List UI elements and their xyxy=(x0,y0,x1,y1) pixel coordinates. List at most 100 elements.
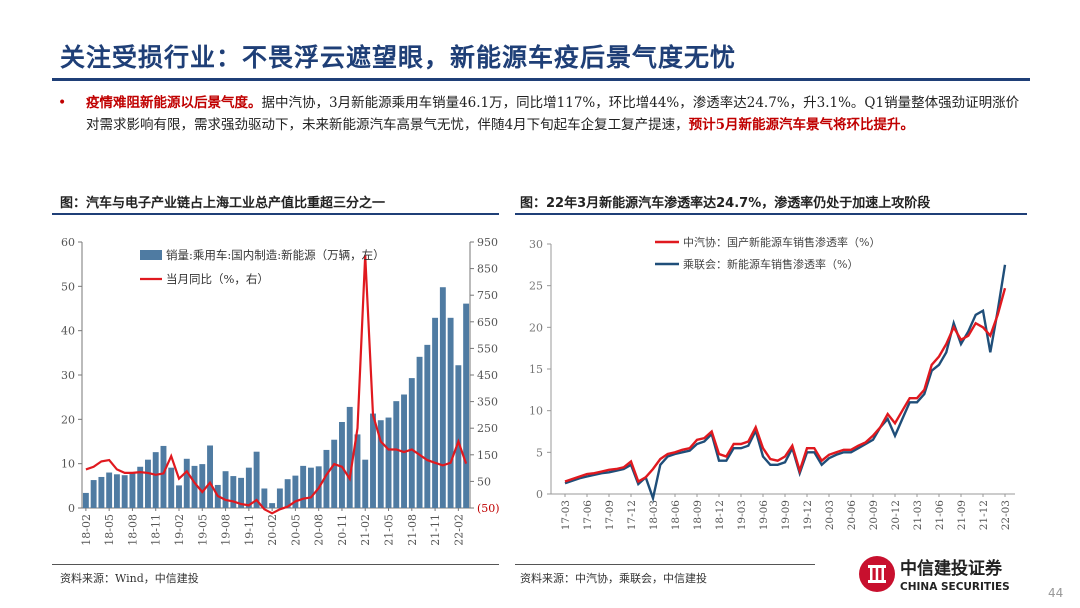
summary-bullet: • 疫情难阻新能源以后景气度。据中汽协，3月新能源乘用车销量46.1万，同比增1… xyxy=(52,92,1022,136)
bar-22-03 xyxy=(463,303,470,508)
x-tick-label: 18-06 xyxy=(670,500,682,531)
company-logo: 中信建投证券 CHINA SECURITIES xyxy=(856,553,1036,595)
x-tick-label: 20-06 xyxy=(846,500,858,531)
bar-21-09 xyxy=(416,356,423,508)
bullet-highlight-1: 疫情难阻新能源以后景气度。 xyxy=(86,95,262,111)
bar-19-01 xyxy=(168,467,175,508)
x-tick-label: 20-09 xyxy=(868,500,880,530)
bar-21-12 xyxy=(439,287,446,508)
y-tick-label: 5 xyxy=(536,446,543,459)
bar-18-11 xyxy=(152,452,159,508)
bullet-text: 疫情难阻新能源以后景气度。据中汽协，3月新能源乘用车销量46.1万，同比增117… xyxy=(86,92,1022,136)
x-tick-label: 21-05 xyxy=(383,514,396,546)
right-y-tick-label: 950 xyxy=(477,236,498,249)
bar-19-08 xyxy=(222,471,229,508)
bar-18-12 xyxy=(160,445,167,508)
left-source-rule xyxy=(52,564,499,565)
x-tick-label: 21-09 xyxy=(956,500,968,530)
right-y-tick-label: 350 xyxy=(477,396,498,409)
title-divider xyxy=(52,78,1030,81)
left-y-tick-label: 10 xyxy=(61,458,75,471)
bar-19-09 xyxy=(230,476,237,508)
left-chart-title: 图：汽车与电子产业链占上海工业总产值比重超三分之一 xyxy=(60,196,386,211)
y-tick-label: 20 xyxy=(529,321,543,334)
logo-en-text: CHINA SECURITIES xyxy=(900,581,1010,593)
bar-18-06 xyxy=(113,474,120,508)
right-source-rule xyxy=(515,564,815,565)
y-tick-label: 25 xyxy=(529,280,543,293)
bar-19-04 xyxy=(191,465,198,508)
left-y-tick-label: 50 xyxy=(61,280,75,293)
x-tick-label: 20-05 xyxy=(289,514,302,546)
x-tick-label: 17-12 xyxy=(626,500,638,530)
right-y-tick-label: 750 xyxy=(477,289,498,302)
page-title: 关注受损行业：不畏浮云遮望眼，新能源车疫后景气度无忧 xyxy=(60,43,737,72)
legend-line-label: 当月同比（%，右） xyxy=(166,272,269,286)
x-tick-label: 18-09 xyxy=(692,500,704,530)
bar-18-04 xyxy=(98,476,105,508)
x-tick-label: 18-08 xyxy=(126,514,139,546)
x-tick-label: 17-06 xyxy=(582,500,594,531)
left-y-tick-label: 60 xyxy=(61,236,75,249)
bar-18-10 xyxy=(145,459,151,508)
bar-20-07 xyxy=(307,467,314,508)
left-chart-source: 资料来源：Wind，中信建投 xyxy=(60,572,199,585)
cpca-penetration-line xyxy=(564,264,1007,503)
x-tick-label: 18-11 xyxy=(150,514,163,546)
bar-21-03 xyxy=(370,413,376,508)
bar-20-04 xyxy=(284,479,291,508)
bar-20-11 xyxy=(339,421,345,508)
left-chart-rule xyxy=(52,213,499,215)
bar-19-12 xyxy=(253,451,260,508)
bar-19-10 xyxy=(238,477,245,508)
y-tick-label: 0 xyxy=(536,488,543,501)
x-tick-label: 21-06 xyxy=(934,500,946,531)
bar-21-04 xyxy=(377,420,384,508)
x-tick-label: 21-03 xyxy=(912,500,924,530)
bar-21-05 xyxy=(385,417,392,508)
right-chart: 0 5 10 15 20 25 30 17-03 17-06 17-09 17-12 18-03 18-… xyxy=(529,235,1015,531)
right-y-tick-label: 250 xyxy=(477,422,498,435)
x-tick-label: 19-06 xyxy=(758,500,770,531)
bar-21-06 xyxy=(393,401,400,508)
bar-21-08 xyxy=(408,378,415,508)
bar-19-05 xyxy=(199,464,206,508)
caam-penetration-line xyxy=(564,287,1007,484)
x-tick-label: 21-08 xyxy=(406,514,419,546)
bar-20-09 xyxy=(323,449,330,508)
y-tick-label: 15 xyxy=(529,363,543,376)
right-y-tick-label: 650 xyxy=(477,316,498,329)
x-tick-label: 22-03 xyxy=(1000,500,1012,530)
left-y-tick-label: 0 xyxy=(68,502,75,515)
x-tick-label: 22-02 xyxy=(452,514,465,546)
x-tick-label: 18-12 xyxy=(714,500,726,530)
x-tick-label: 17-09 xyxy=(604,500,616,530)
bar-21-10 xyxy=(424,344,431,508)
logo-graphic: 中信建投证券 CHINA SECURITIES xyxy=(859,556,1010,593)
right-y-tick-label: 150 xyxy=(477,449,498,462)
legend-label-0: 中汽协：国产新能源车销售渗透率（%） xyxy=(683,235,880,249)
x-tick-label: 18-03 xyxy=(648,500,660,530)
bar-20-12 xyxy=(346,406,353,508)
right-y-tick-label: (50) xyxy=(477,502,500,515)
right-y-tick-label: 50 xyxy=(477,475,491,488)
bar-19-06 xyxy=(207,445,213,508)
bar-20-05 xyxy=(292,475,299,508)
x-tick-label: 20-02 xyxy=(266,514,279,546)
x-tick-label: 21-02 xyxy=(359,514,372,546)
bar-18-07 xyxy=(121,475,128,508)
bar-20-02 xyxy=(269,503,276,508)
bar-19-02 xyxy=(176,485,182,508)
bar-18-02 xyxy=(82,492,89,508)
x-tick-label: 19-02 xyxy=(173,514,186,546)
x-tick-label: 19-12 xyxy=(802,500,814,530)
x-tick-label: 19-09 xyxy=(780,500,792,530)
bar-21-01 xyxy=(354,434,361,508)
x-tick-label: 17-03 xyxy=(560,500,572,530)
right-chart-rule xyxy=(515,213,1027,215)
y-tick-label: 30 xyxy=(529,238,543,251)
right-chart-title: 图：22年3月新能源汽车渗透率达24.7%，渗透率仍处于加速上攻阶段 xyxy=(520,196,931,211)
bar-22-01 xyxy=(447,317,454,508)
x-tick-label: 20-12 xyxy=(890,500,902,530)
right-chart-source: 资料来源：中汽协，乘联会，中信建投 xyxy=(520,572,707,585)
